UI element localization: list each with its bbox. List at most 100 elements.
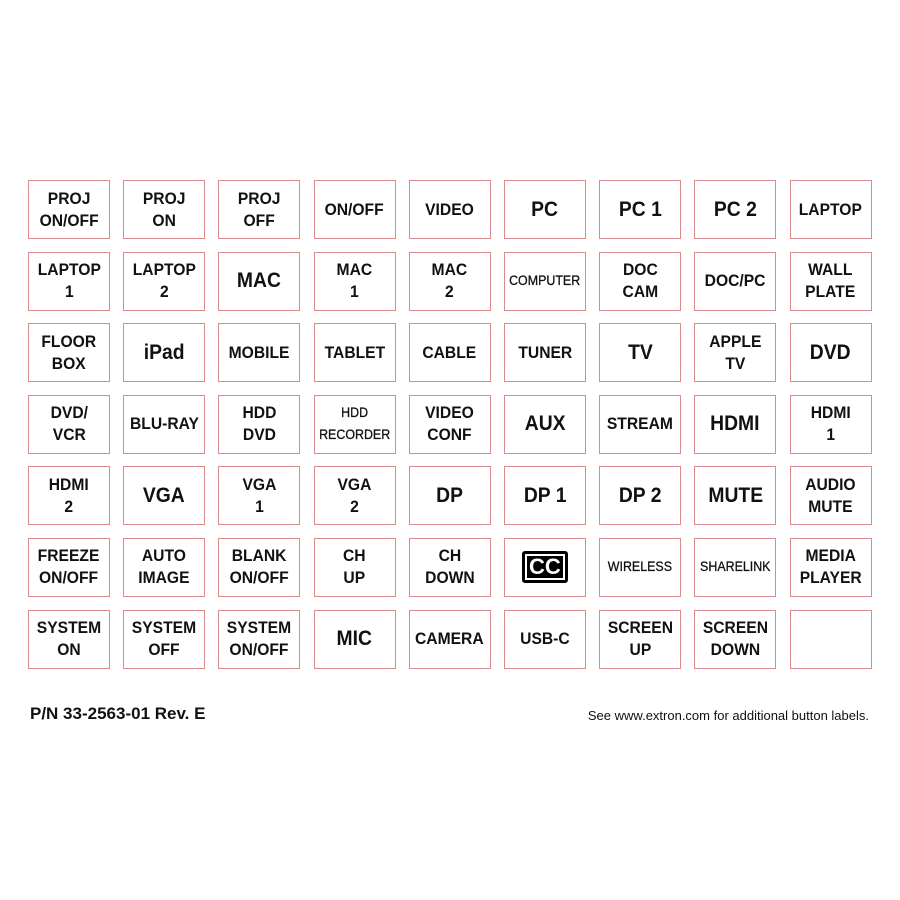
- label-text: LAPTOP: [798, 199, 863, 219]
- button-label: PC 2: [694, 180, 777, 239]
- button-label: TABLET: [313, 323, 396, 383]
- label-text: SCREEN DOWN: [702, 618, 768, 660]
- label-text: VIDEO: [425, 199, 475, 219]
- label-text: MIC: [336, 627, 373, 651]
- button-label: SYSTEM ON: [28, 609, 110, 669]
- button-label: COMPUTER: [503, 251, 586, 311]
- label-text: SYSTEM ON/OFF: [227, 618, 292, 660]
- button-label: DP 1: [503, 466, 586, 526]
- label-text: MOBILE: [228, 342, 290, 362]
- label-text: SHARELINK: [700, 559, 771, 575]
- closed-caption-icon: CC: [522, 551, 568, 584]
- button-label: DP 2: [599, 466, 682, 526]
- button-label: CABLE: [408, 323, 491, 383]
- button-label: DP: [408, 466, 491, 526]
- button-label: ON/OFF: [313, 180, 396, 239]
- label-text: SYSTEM OFF: [132, 618, 197, 660]
- label-text: HDMI: [710, 412, 760, 436]
- button-label: FREEZE ON/OFF: [28, 537, 110, 597]
- label-text: PC 1: [618, 197, 662, 221]
- label-text: COMPUTER: [509, 273, 581, 289]
- label-text: DVD: [810, 340, 851, 364]
- label-text: TABLET: [324, 342, 385, 362]
- button-label: PROJ ON/OFF: [28, 180, 110, 239]
- button-label: LAPTOP 2: [123, 251, 206, 311]
- button-label: MAC 1: [313, 251, 396, 311]
- label-text: VGA 2: [337, 474, 372, 516]
- button-label: AUDIO MUTE: [789, 466, 872, 526]
- label-text: PC 2: [713, 197, 757, 221]
- label-text: PROJ OFF: [238, 188, 281, 230]
- button-label: CAMERA: [408, 609, 491, 669]
- button-label: MAC: [218, 251, 301, 311]
- button-label: MEDIA PLAYER: [789, 537, 872, 597]
- button-label: DOC CAM: [599, 251, 682, 311]
- label-text: SYSTEM ON: [36, 618, 102, 660]
- button-label: VIDEO CONF: [408, 394, 491, 454]
- button-label: [789, 609, 872, 669]
- label-text: STREAM: [607, 414, 674, 434]
- button-label: MIC: [313, 609, 396, 669]
- button-label: MOBILE: [218, 323, 301, 383]
- label-text: VGA 1: [242, 474, 277, 516]
- button-label: STREAM: [599, 394, 682, 454]
- button-label: HDMI: [694, 394, 777, 454]
- label-text: TV: [627, 340, 653, 364]
- button-label: HDD RECORDER: [313, 394, 396, 454]
- button-label: MUTE: [694, 466, 777, 526]
- label-text: DP 1: [523, 483, 567, 507]
- additional-labels-note: See www.extron.com for additional button…: [587, 708, 869, 723]
- label-text: AUX: [524, 412, 566, 436]
- label-text: PC: [531, 197, 559, 221]
- button-label: DOC/PC: [694, 251, 777, 311]
- label-text: FREEZE ON/OFF: [38, 546, 100, 588]
- label-text: DP: [436, 483, 464, 507]
- label-text: ON/OFF: [325, 199, 385, 219]
- label-text: HDMI 1: [810, 403, 851, 445]
- button-label: HDMI 1: [789, 394, 872, 454]
- label-text: CH DOWN: [424, 546, 475, 588]
- label-text: APPLE TV: [709, 331, 762, 373]
- button-label: HDMI 2: [28, 466, 110, 526]
- label-text: PROJ ON: [142, 188, 186, 230]
- label-text: USB-C: [520, 629, 570, 649]
- label-text: DVD/ VCR: [50, 403, 88, 445]
- label-text: CH UP: [343, 546, 366, 588]
- button-label: LAPTOP 1: [28, 251, 110, 311]
- label-text: SCREEN UP: [607, 618, 673, 660]
- button-label: WALL PLATE: [789, 251, 872, 311]
- button-label: FLOOR BOX: [28, 323, 110, 383]
- button-label: BLANK ON/OFF: [218, 537, 301, 597]
- label-text: AUTO IMAGE: [138, 546, 190, 588]
- button-label: SHARELINK: [694, 537, 777, 597]
- button-label: MAC 2: [408, 251, 491, 311]
- label-text: LAPTOP 2: [132, 260, 196, 302]
- part-number: P/N 33-2563-01 Rev. E: [30, 704, 206, 723]
- label-text: PROJ ON/OFF: [39, 188, 99, 230]
- label-text: WIRELESS: [608, 559, 673, 575]
- button-label: PROJ OFF: [218, 180, 301, 239]
- label-sheet: PROJ ON/OFF PROJ ON PROJ OFF ON/OFF VIDEO PC P…: [28, 180, 872, 669]
- button-label: PC: [503, 180, 586, 239]
- button-label: iPad: [123, 323, 206, 383]
- label-text: HDD RECORDER: [319, 405, 391, 443]
- label-text: HDMI 2: [49, 474, 89, 516]
- label-text: MAC: [237, 269, 282, 293]
- button-label: BLU-RAY: [123, 394, 206, 454]
- label-text: iPad: [143, 340, 185, 364]
- button-label: VGA 1: [218, 466, 301, 526]
- label-text: DOC CAM: [622, 260, 658, 302]
- button-label: CH DOWN: [408, 537, 491, 597]
- button-label: DVD: [789, 323, 872, 383]
- button-label: CH UP: [313, 537, 396, 597]
- button-label: SCREEN DOWN: [694, 609, 777, 669]
- closed-caption-label: CC: [503, 537, 586, 597]
- label-text: DP 2: [618, 483, 662, 507]
- button-label: SYSTEM OFF: [123, 609, 206, 669]
- label-text: VIDEO CONF: [425, 403, 475, 445]
- button-label: PROJ ON: [123, 180, 206, 239]
- button-label: APPLE TV: [694, 323, 777, 383]
- label-text: DOC/PC: [704, 271, 766, 291]
- button-label: SCREEN UP: [599, 609, 682, 669]
- button-label: PC 1: [599, 180, 682, 239]
